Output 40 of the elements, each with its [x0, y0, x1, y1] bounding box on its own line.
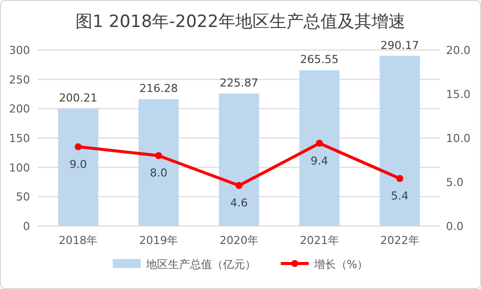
- data-label: 4.6: [230, 196, 248, 210]
- bar: [218, 93, 260, 226]
- data-label: 5.4: [391, 189, 409, 202]
- data-label: 9.4: [310, 154, 328, 168]
- x-tick-label: 2020年: [220, 234, 258, 247]
- point: [316, 140, 323, 147]
- point: [74, 143, 82, 150]
- y-tick-label: 250: [9, 73, 30, 86]
- y2-tick-label: 15.0: [446, 88, 470, 101]
- point: [236, 182, 242, 190]
- bar: [58, 108, 98, 226]
- legend-label: 地区生产总值（亿元）: [144, 258, 256, 271]
- legend-label: 增长（%）: [312, 258, 368, 271]
- x-tick-label: 2019年: [139, 234, 178, 247]
- bar: [380, 56, 420, 226]
- data-label: 8.0: [150, 166, 168, 180]
- point: [155, 152, 162, 160]
- data-label: 225.87: [220, 76, 258, 90]
- x-tick-label: 2022年: [380, 234, 420, 247]
- y2-tick-label: 10.0: [446, 132, 470, 145]
- y2-tick-label: 20.0: [446, 44, 470, 57]
- y2-tick-label: 5.0: [446, 176, 464, 189]
- chart-title: 图1 2018年-2022年地区生产总值及其增速: [76, 12, 406, 32]
- y-tick-label: 300: [9, 44, 30, 57]
- data-label: 200.21: [58, 92, 98, 105]
- data-label: 216.28: [139, 82, 178, 96]
- data-label: 9.0: [69, 158, 87, 171]
- y-tick-label: 150: [9, 132, 30, 145]
- point: [396, 174, 404, 182]
- x-tick-label: 2018年: [58, 234, 98, 247]
- y-tick-label: 200: [9, 102, 30, 116]
- y-tick-label: 100: [9, 161, 30, 174]
- x-tick-label: 2021年: [300, 234, 339, 247]
- data-label: 265.55: [300, 53, 339, 66]
- bar: [299, 70, 340, 226]
- bar: [138, 99, 179, 226]
- data-label: 290.17: [380, 38, 420, 52]
- y-tick-label: 0: [23, 220, 30, 233]
- y2-tick-label: 0.0: [446, 220, 464, 233]
- y-tick-label: 50: [16, 190, 30, 204]
